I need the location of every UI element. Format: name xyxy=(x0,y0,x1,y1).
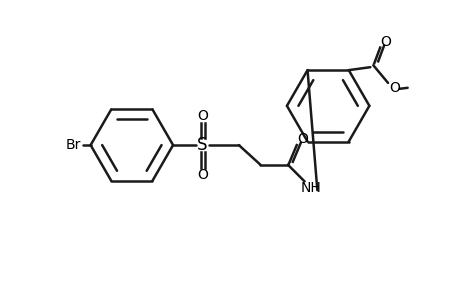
Text: O: O xyxy=(297,132,308,146)
Text: O: O xyxy=(389,81,399,95)
Text: O: O xyxy=(196,109,207,123)
Text: O: O xyxy=(380,35,391,49)
Text: NH: NH xyxy=(301,181,321,195)
Text: O: O xyxy=(196,167,207,182)
Text: Br: Br xyxy=(65,138,81,152)
Text: S: S xyxy=(197,136,207,154)
